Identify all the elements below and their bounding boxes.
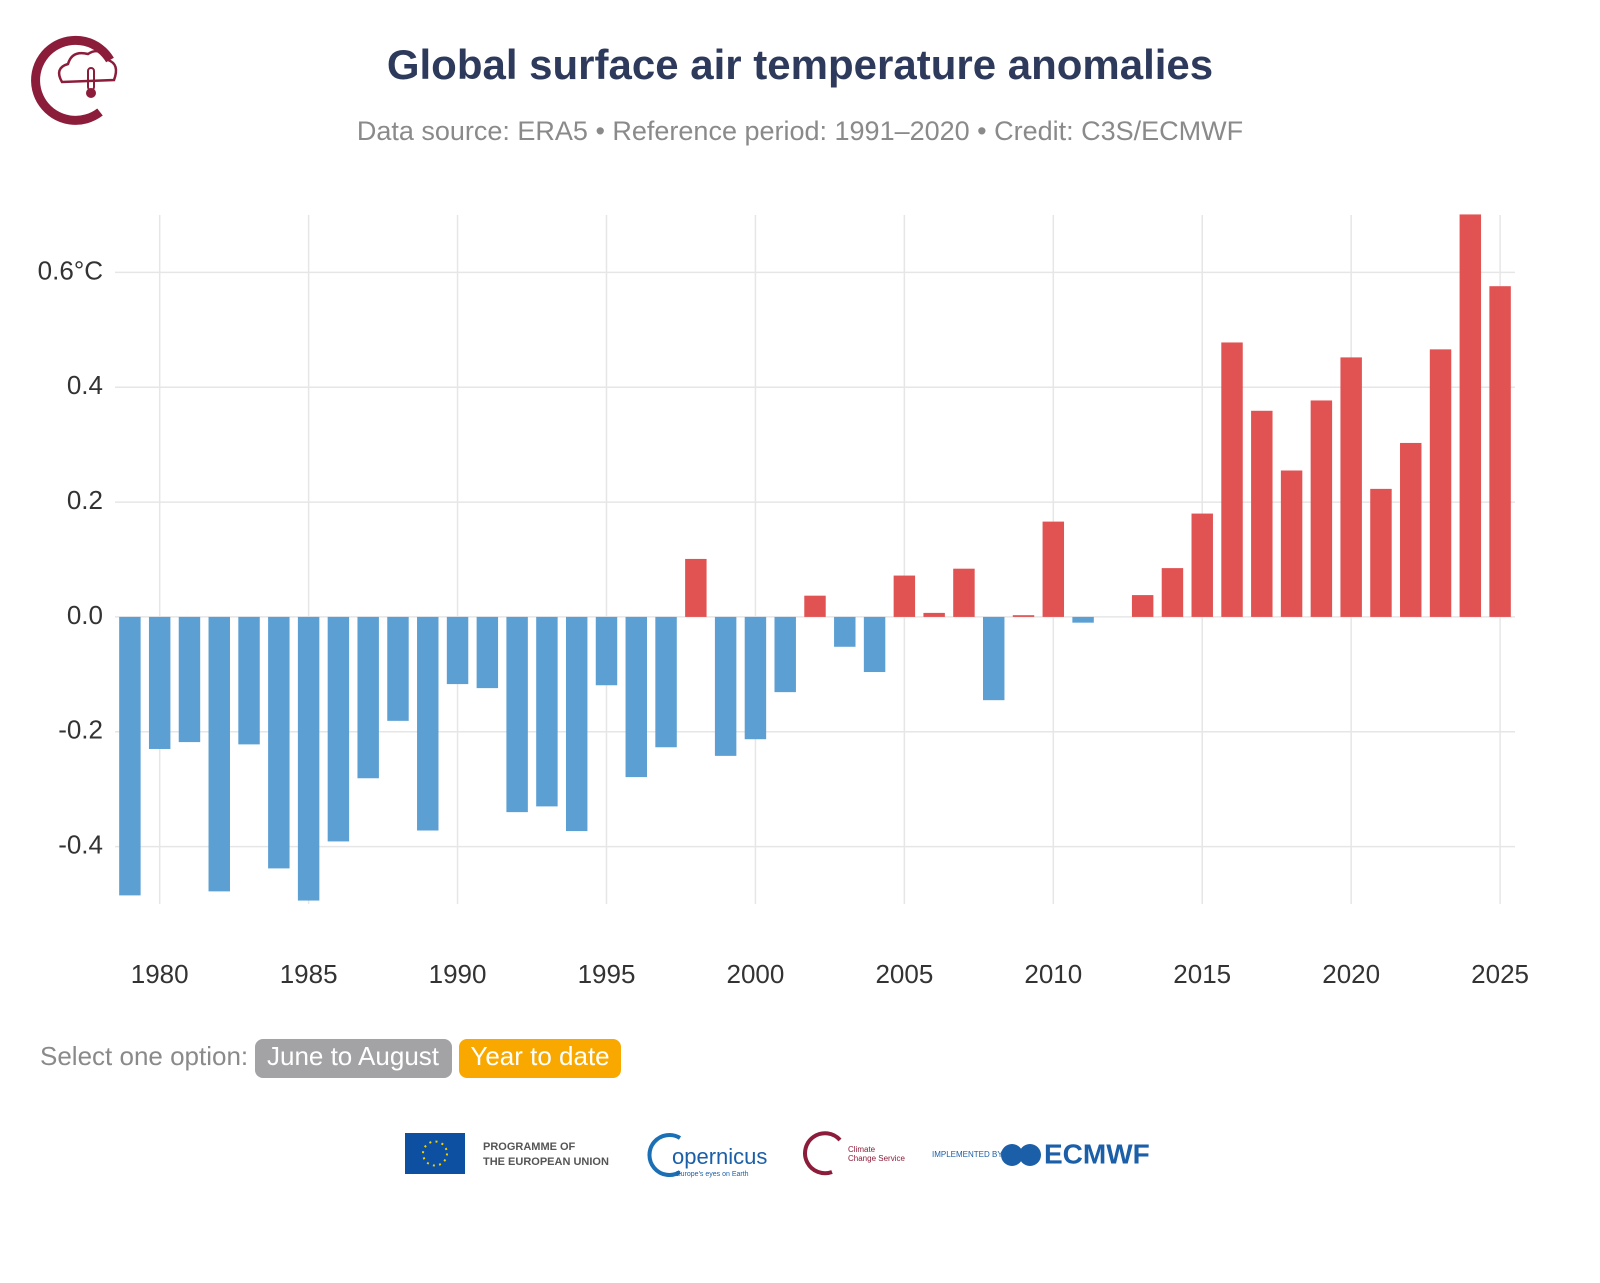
bar: [834, 616, 856, 647]
bar: [1161, 568, 1184, 617]
ecmwf-text: ECMWF: [1044, 1138, 1150, 1169]
bar: [536, 616, 558, 807]
x-tick-label: 1985: [280, 959, 338, 989]
bar: [1221, 342, 1243, 617]
option-label[interactable]: Year to date: [470, 1041, 609, 1071]
footer-logos: PROGRAMME OF THE EUROPEAN UNION opernicu…: [405, 1131, 1150, 1178]
bar: [1489, 286, 1511, 617]
implemented-text: IMPLEMENTED BY: [932, 1150, 1003, 1159]
bar: [744, 616, 767, 740]
bar: [565, 616, 588, 832]
bar: [417, 616, 439, 831]
x-tick-label: 1990: [429, 959, 487, 989]
bar: [387, 616, 409, 721]
option-button[interactable]: June to August: [255, 1039, 452, 1078]
y-tick-label: 0.0: [67, 600, 103, 630]
bar: [625, 616, 647, 778]
bar: [178, 616, 201, 743]
plot: 1980 1985 1990 1995 2000 2005 2010 2015 2020 2025…: [38, 214, 1529, 989]
x-tick-label: 1995: [578, 959, 636, 989]
bar: [238, 616, 260, 745]
bar: [1042, 521, 1065, 617]
bar: [476, 616, 499, 689]
bar: [983, 616, 1005, 701]
x-tick-label: 2015: [1173, 959, 1231, 989]
bar: [1251, 410, 1273, 617]
bar: [655, 616, 677, 748]
bar: [327, 616, 350, 842]
x-tick-label: 2025: [1471, 959, 1529, 989]
bar: [685, 558, 707, 617]
bar: [1191, 513, 1213, 617]
x-tick-label: 1980: [131, 959, 189, 989]
bar: [893, 575, 916, 617]
y-tick-label: -0.2: [58, 715, 103, 745]
bar: [148, 616, 171, 749]
x-tick-label: 2020: [1322, 959, 1380, 989]
bar: [1400, 442, 1422, 617]
bar: [714, 616, 737, 756]
bar: [1459, 214, 1482, 617]
x-tick-label: 2005: [875, 959, 933, 989]
bar: [297, 616, 320, 901]
option-button[interactable]: Year to date: [459, 1039, 621, 1078]
bar: [506, 616, 528, 813]
bar: [804, 595, 826, 617]
copernicus-tagline: Europe's eyes on Earth: [676, 1171, 749, 1178]
y-tick-label: -0.4: [58, 829, 103, 859]
bar: [863, 616, 886, 673]
bar: [446, 616, 469, 685]
eu-text: PROGRAMME OF: [483, 1141, 576, 1153]
x-tick-label: 2010: [1024, 959, 1082, 989]
bar: [1012, 615, 1035, 617]
bar: [1310, 400, 1333, 617]
y-tick-label: 0.4: [67, 370, 103, 400]
c3s-text: Change Service: [848, 1154, 905, 1163]
y-tick-label: 0.6°C: [38, 255, 103, 285]
bar: [208, 616, 230, 892]
bar: [923, 612, 945, 617]
bar: [357, 616, 379, 779]
chart-subtitle: Data source: ERA5 • Reference period: 19…: [357, 116, 1243, 146]
bar: [1131, 595, 1154, 617]
chart-title: Global surface air temperature anomalies: [387, 41, 1213, 88]
eu-text: THE EUROPEAN UNION: [483, 1156, 609, 1168]
bar: [119, 616, 141, 896]
c3s-text: Climate: [848, 1145, 876, 1154]
controls-prompt: Select one option:: [40, 1041, 248, 1071]
bar: [774, 616, 796, 693]
bar: [1280, 470, 1303, 617]
option-label[interactable]: June to August: [267, 1041, 440, 1071]
bar: [1072, 616, 1094, 623]
copernicus-text: opernicus: [672, 1144, 767, 1169]
bar: [1429, 349, 1452, 617]
x-tick-label: 2000: [727, 959, 785, 989]
y-tick-label: 0.2: [67, 485, 103, 515]
bar: [1370, 488, 1392, 617]
bar: [595, 616, 618, 686]
bar: [953, 568, 975, 617]
bar: [1340, 357, 1362, 617]
c3s-logo: [31, 35, 118, 125]
bar: [268, 616, 290, 869]
